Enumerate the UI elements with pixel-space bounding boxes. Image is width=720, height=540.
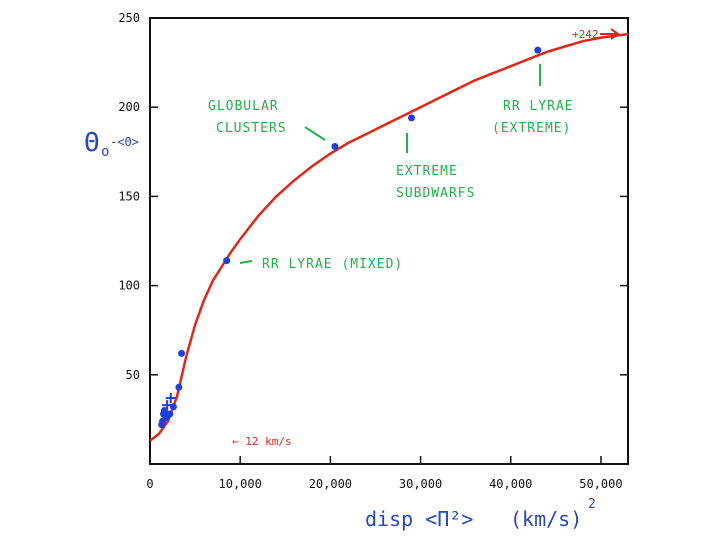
x-axis-label: disp <Π²> (km/s) 2 <box>365 497 596 531</box>
data-point <box>408 114 416 122</box>
annotation-extreme-subdwarfs: EXTREME SUBDWARFS <box>396 133 475 201</box>
y-axis-subscript: o <box>101 144 109 160</box>
x-tick-label: 0 <box>146 477 153 491</box>
y-axis-label: Θ o -<Θ> <box>84 128 139 160</box>
annotation-rr-lyrae-mixed: RR LYRAE (MIXED) <box>239 257 403 272</box>
y-tick-label: 100 <box>118 279 140 293</box>
plus-marker <box>162 400 173 411</box>
arrow-label-text: +242 <box>572 28 599 41</box>
arrow-label-12-kms: ← 12 km/s <box>232 435 292 448</box>
annotation-rr-lyrae-extreme: RR LYRAE (EXTREME) <box>492 64 574 136</box>
arrow-label-plus-242: +242 <box>572 28 620 41</box>
fit-curve <box>149 32 629 442</box>
data-point <box>331 142 339 150</box>
y-tick-label: 200 <box>118 100 140 114</box>
data-point <box>178 349 186 357</box>
y-axis-symbol: Θ <box>84 128 100 158</box>
annotation-line: GLOBULAR <box>208 99 279 114</box>
x-tick-label: 20,000 <box>309 477 352 491</box>
plot-frame <box>149 17 629 465</box>
annotation-globular-clusters: GLOBULAR CLUSTERS <box>208 99 326 141</box>
data-point <box>166 410 174 418</box>
data-point <box>223 257 231 265</box>
data-point <box>175 383 183 391</box>
right-arrow-icon <box>600 28 620 40</box>
x-tick-label: 30,000 <box>399 477 442 491</box>
x-axis-unit-exponent: 2 <box>588 497 596 512</box>
annotation-line: RR LYRAE (MIXED) <box>262 257 403 272</box>
annotation-pointer <box>304 126 326 141</box>
x-axis-unit: (km/s) <box>510 507 582 531</box>
x-axis-title: disp <Π²> <box>365 507 473 531</box>
x-tick-label: 50,000 <box>579 477 622 491</box>
x-tick-label: 10,000 <box>219 477 262 491</box>
y-tick-label: 50 <box>126 368 140 382</box>
annotation-pointer <box>239 260 253 264</box>
annotation-line: EXTREME <box>396 164 458 179</box>
annotation-line: (EXTREME) <box>492 121 571 136</box>
y-axis-tail: -<Θ> <box>110 135 139 149</box>
x-tick-label: 40,000 <box>489 477 532 491</box>
annotation-line: SUBDWARFS <box>396 186 475 201</box>
arrow-label-text: ← 12 km/s <box>232 435 292 448</box>
plus-marker <box>165 392 176 403</box>
annotation-line: CLUSTERS <box>216 121 287 136</box>
y-tick-label: 250 <box>118 11 140 25</box>
data-point <box>534 46 542 54</box>
annotation-line: RR LYRAE <box>503 99 574 114</box>
y-tick-label: 150 <box>118 189 140 203</box>
